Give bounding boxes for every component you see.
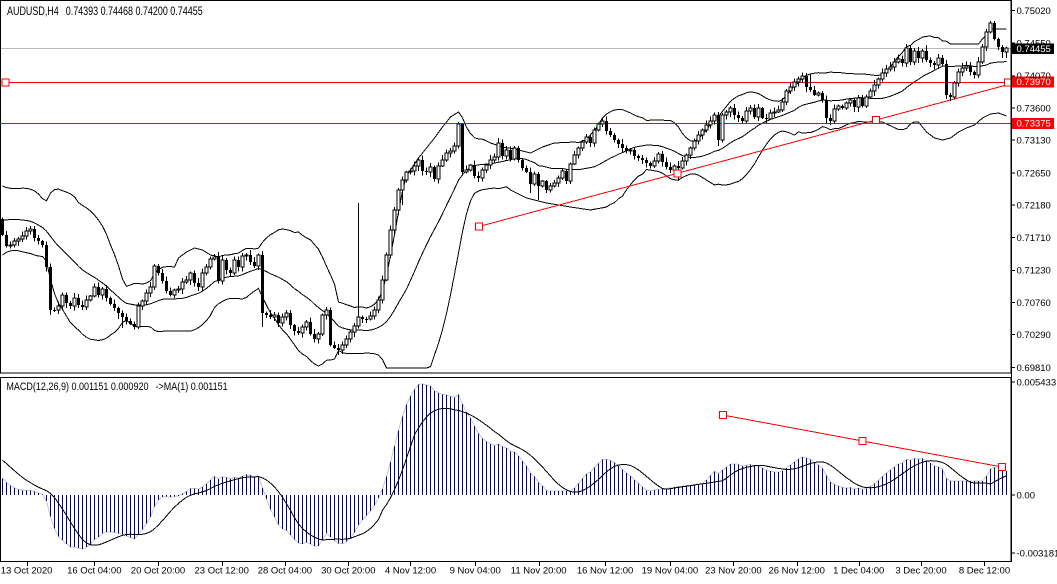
svg-text:0.74550: 0.74550: [1017, 38, 1051, 49]
svg-text:0.73600: 0.73600: [1017, 103, 1051, 114]
svg-text:0.72650: 0.72650: [1017, 168, 1051, 179]
svg-text:1 Dec 04:00: 1 Dec 04:00: [833, 566, 884, 577]
svg-text:4 Nov 12:00: 4 Nov 12:00: [385, 566, 436, 577]
svg-text:0.74070: 0.74070: [1017, 71, 1051, 82]
svg-text:23 Nov 20:00: 23 Nov 20:00: [705, 566, 762, 577]
svg-text:AUDUSD,H4 0.74393 0.74468 0.7: AUDUSD,H4 0.74393 0.74468 0.74200 0.7445…: [7, 6, 203, 18]
svg-text:0.73130: 0.73130: [1017, 136, 1051, 147]
svg-text:9 Nov 04:00: 9 Nov 04:00: [450, 566, 501, 577]
svg-text:0.73375: 0.73375: [1017, 118, 1051, 129]
svg-text:MACD(12,26,9) 0.001151 0.00092: MACD(12,26,9) 0.001151 0.000920 ->MA(1) …: [6, 381, 228, 393]
svg-text:0.00: 0.00: [1017, 490, 1036, 501]
svg-text:0.73970: 0.73970: [1017, 77, 1051, 88]
svg-text:0.70760: 0.70760: [1017, 298, 1051, 309]
svg-text:23 Oct 12:00: 23 Oct 12:00: [194, 566, 248, 577]
svg-text:26 Nov 12:00: 26 Nov 12:00: [768, 566, 825, 577]
svg-text:0.74455: 0.74455: [1017, 44, 1051, 55]
svg-text:-0.003181: -0.003181: [1017, 548, 1057, 559]
svg-text:0.71230: 0.71230: [1017, 266, 1051, 277]
svg-text:16 Nov 12:00: 16 Nov 12:00: [577, 566, 634, 577]
svg-text:0.70290: 0.70290: [1017, 330, 1051, 341]
svg-text:16 Oct 04:00: 16 Oct 04:00: [67, 566, 121, 577]
svg-text:20 Oct 20:00: 20 Oct 20:00: [131, 566, 185, 577]
svg-text:13 Oct 2020: 13 Oct 2020: [1, 566, 53, 577]
svg-text:0.75020: 0.75020: [1017, 6, 1051, 17]
svg-text:28 Oct 04:00: 28 Oct 04:00: [258, 566, 312, 577]
svg-text:30 Oct 20:00: 30 Oct 20:00: [321, 566, 375, 577]
svg-text:3 Dec 20:00: 3 Dec 20:00: [895, 566, 946, 577]
svg-text:0.69810: 0.69810: [1017, 363, 1051, 374]
svg-text:0.72180: 0.72180: [1017, 201, 1051, 212]
svg-text:0.005433: 0.005433: [1017, 378, 1057, 389]
svg-text:11 Nov 20:00: 11 Nov 20:00: [511, 566, 567, 577]
svg-text:8 Dec 12:00: 8 Dec 12:00: [959, 566, 1010, 577]
svg-text:19 Nov 04:00: 19 Nov 04:00: [642, 566, 699, 577]
svg-text:0.71710: 0.71710: [1017, 233, 1051, 244]
